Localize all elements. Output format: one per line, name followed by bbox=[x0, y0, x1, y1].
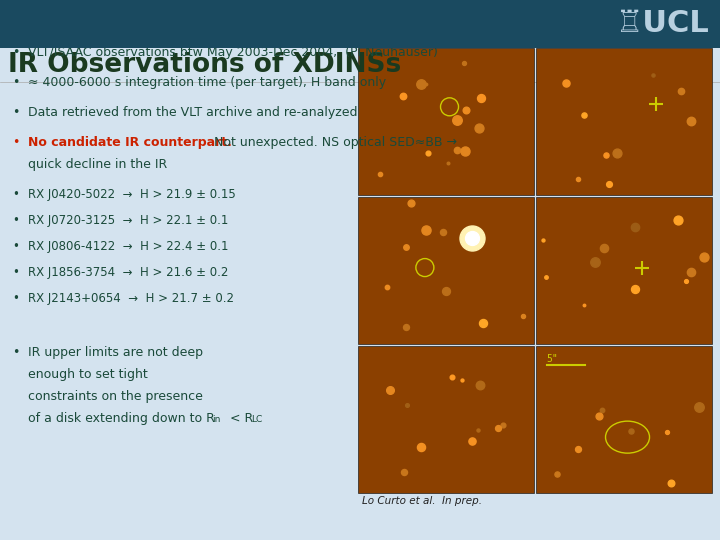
Text: ♖UCL: ♖UCL bbox=[616, 10, 710, 38]
Bar bbox=[536, 48, 712, 195]
Text: RX J0420-5022  →  H > 21.9 ± 0.15: RX J0420-5022 → H > 21.9 ± 0.15 bbox=[28, 188, 235, 201]
Text: RX J0720-3125  →  H > 22.1 ± 0.1: RX J0720-3125 → H > 22.1 ± 0.1 bbox=[28, 214, 228, 227]
Bar bbox=[358, 197, 534, 344]
Text: ≈ 4000-6000 s integration time (per target), H band only: ≈ 4000-6000 s integration time (per targ… bbox=[28, 76, 386, 89]
Text: •: • bbox=[12, 266, 19, 279]
Text: RX J2143+0654  →  H > 21.7 ± 0.2: RX J2143+0654 → H > 21.7 ± 0.2 bbox=[28, 292, 234, 305]
Text: of a disk extending down to R: of a disk extending down to R bbox=[28, 412, 215, 425]
Text: •: • bbox=[12, 292, 19, 305]
Text: •: • bbox=[12, 188, 19, 201]
Text: VLT/ISAAC observations btw May 2003-Dec 2004,  (PI Neuhäuser): VLT/ISAAC observations btw May 2003-Dec … bbox=[28, 46, 438, 59]
Text: •: • bbox=[12, 240, 19, 253]
Text: •: • bbox=[12, 214, 19, 227]
Text: •: • bbox=[12, 76, 19, 89]
Bar bbox=[358, 346, 534, 493]
Text: constraints on the presence: constraints on the presence bbox=[28, 390, 203, 403]
Text: 5": 5" bbox=[546, 354, 558, 364]
Text: IR Observations of XDINSs: IR Observations of XDINSs bbox=[8, 52, 401, 78]
Text: quick decline in the IR: quick decline in the IR bbox=[28, 158, 167, 171]
Text: enough to set tight: enough to set tight bbox=[28, 368, 148, 381]
Bar bbox=[0, 0, 720, 48]
Text: Data retrieved from the VLT archive and re-analyzed: Data retrieved from the VLT archive and … bbox=[28, 106, 358, 119]
Text: No candidate IR counterpart.: No candidate IR counterpart. bbox=[28, 136, 232, 149]
Text: RX J1856-3754  →  H > 21.6 ± 0.2: RX J1856-3754 → H > 21.6 ± 0.2 bbox=[28, 266, 228, 279]
Text: in: in bbox=[212, 415, 220, 424]
Text: < R: < R bbox=[226, 412, 253, 425]
Text: LC: LC bbox=[251, 415, 263, 424]
Text: •: • bbox=[12, 346, 19, 359]
Bar bbox=[536, 346, 712, 493]
Text: •: • bbox=[12, 46, 19, 59]
Text: •: • bbox=[12, 106, 19, 119]
Text: IR upper limits are not deep: IR upper limits are not deep bbox=[28, 346, 203, 359]
Text: Not unexpected. NS optical SED≈BB →: Not unexpected. NS optical SED≈BB → bbox=[210, 136, 457, 149]
Bar bbox=[536, 197, 712, 344]
Text: •: • bbox=[12, 136, 19, 149]
Text: RX J0806-4122  →  H > 22.4 ± 0.1: RX J0806-4122 → H > 22.4 ± 0.1 bbox=[28, 240, 228, 253]
Text: Lo Curto et al.  In prep.: Lo Curto et al. In prep. bbox=[362, 496, 482, 506]
Bar bbox=[358, 48, 534, 195]
